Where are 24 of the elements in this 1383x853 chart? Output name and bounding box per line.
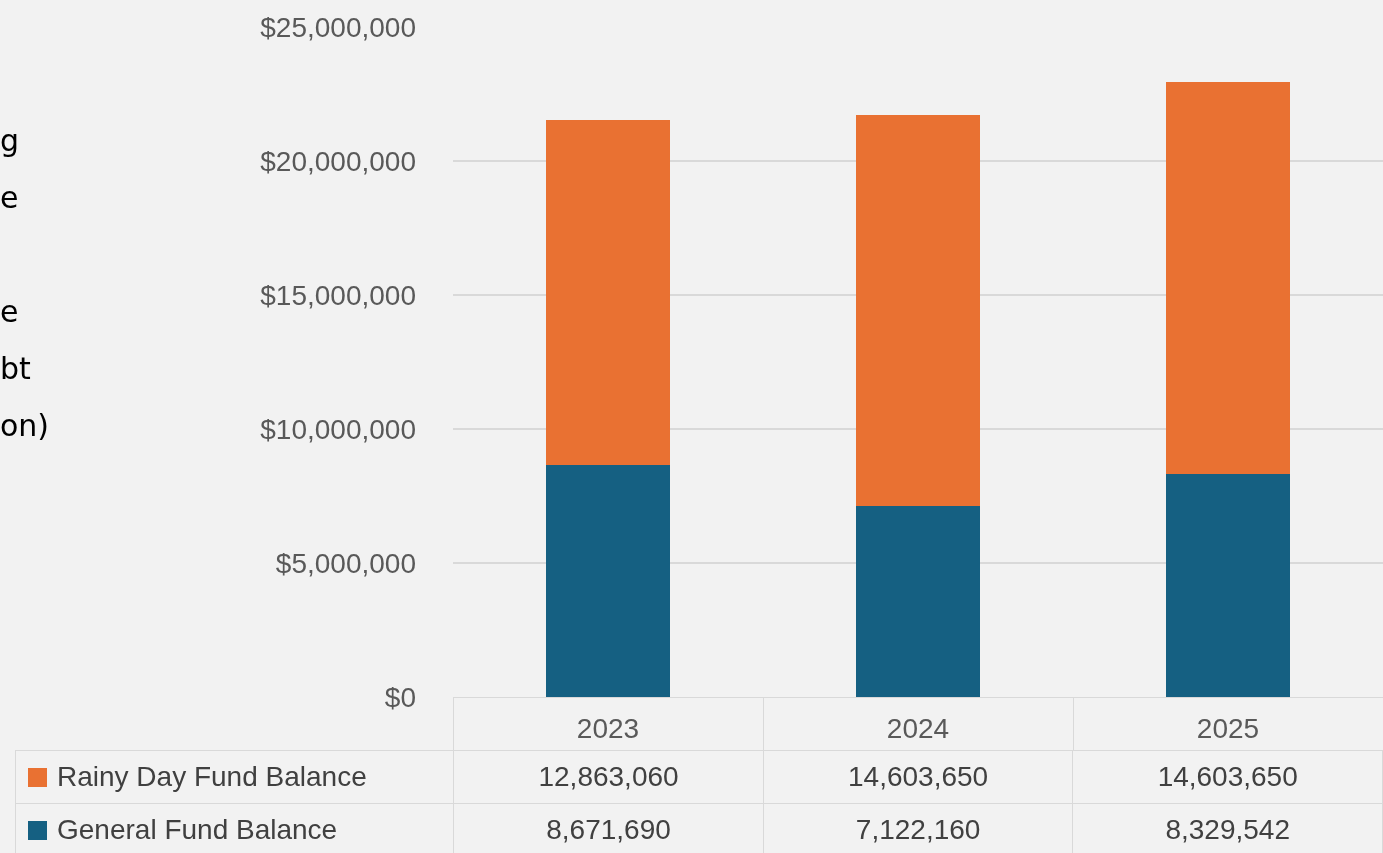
x-tick-label: 2024 [886,712,950,744]
text: g e e bt on) [0,123,50,443]
bar [856,114,980,507]
data-label: 14,603,650 [763,750,1073,804]
y-tick-label: $10,000,000 [260,413,416,445]
data-label: 12,863,060 [453,750,764,804]
bar [1166,473,1290,697]
data-label: 7,122,160 [763,803,1073,853]
legend-label: Rainy Day Fund Balance [57,761,367,792]
bar [1166,82,1290,474]
data-label: 14,603,650 [1072,750,1383,804]
bar [546,119,670,465]
y-tick-label: $20,000,000 [260,145,416,177]
data-label: 8,329,542 [1072,803,1383,853]
y-tick-label: $25,000,000 [260,11,416,43]
legend-label: General Fund Balance [57,814,338,845]
bar [856,506,980,697]
y-tick-label: $0 [384,681,416,713]
y-tick-label: $15,000,000 [260,279,416,311]
x-tick-label: 2023 [576,712,640,744]
bar [546,464,670,697]
x-tick-label: 2025 [1196,712,1260,744]
data-label: 8,671,690 [453,803,764,853]
y-tick-label: $5,000,000 [275,547,416,579]
